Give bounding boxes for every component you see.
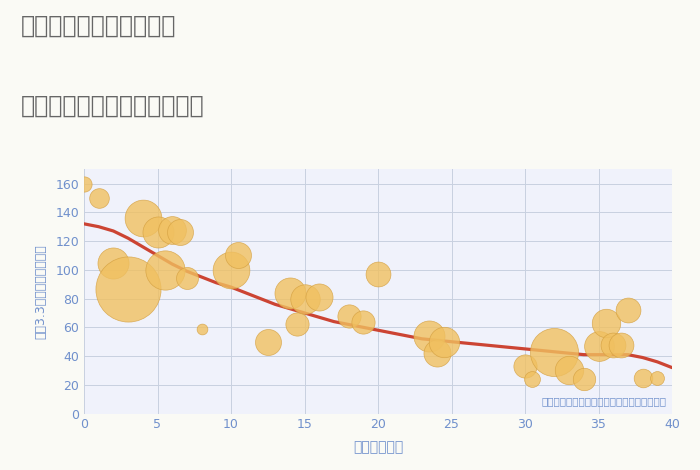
Point: [284, 289, 295, 297]
Point: [314, 293, 325, 301]
Point: [160, 266, 171, 274]
Point: [615, 341, 626, 348]
Point: [527, 376, 538, 383]
Point: [519, 362, 531, 370]
Y-axis label: 坪（3.3㎡）単価（万円）: 坪（3.3㎡）単価（万円）: [34, 244, 47, 339]
Point: [438, 338, 450, 345]
Point: [622, 306, 634, 314]
Point: [601, 319, 612, 327]
Point: [343, 312, 354, 320]
Point: [549, 348, 560, 355]
Point: [196, 325, 207, 333]
Point: [564, 367, 575, 374]
Text: 築年数別中古マンション価格: 築年数別中古マンション価格: [21, 94, 204, 118]
Point: [78, 180, 90, 188]
Point: [262, 338, 273, 345]
Point: [122, 285, 134, 292]
Point: [232, 252, 244, 259]
Point: [93, 194, 104, 202]
Point: [299, 295, 310, 302]
Point: [431, 350, 442, 357]
Text: 円の大きさは、取引のあった物件面積を示す: 円の大きさは、取引のあった物件面積を示す: [541, 396, 666, 406]
Point: [174, 229, 185, 236]
Point: [424, 332, 435, 340]
Point: [291, 321, 302, 328]
Point: [181, 274, 193, 282]
Point: [225, 266, 237, 274]
Point: [358, 318, 369, 325]
Text: 奈良県奈良市餅飯殿町の: 奈良県奈良市餅飯殿町の: [21, 14, 176, 38]
Point: [108, 259, 119, 266]
Point: [608, 341, 619, 348]
Point: [652, 374, 663, 382]
Point: [372, 270, 384, 278]
Point: [578, 376, 589, 383]
Point: [137, 214, 148, 222]
Point: [167, 226, 178, 233]
Point: [593, 342, 604, 350]
X-axis label: 築年数（年）: 築年数（年）: [353, 440, 403, 454]
Point: [152, 229, 163, 236]
Point: [637, 374, 648, 382]
